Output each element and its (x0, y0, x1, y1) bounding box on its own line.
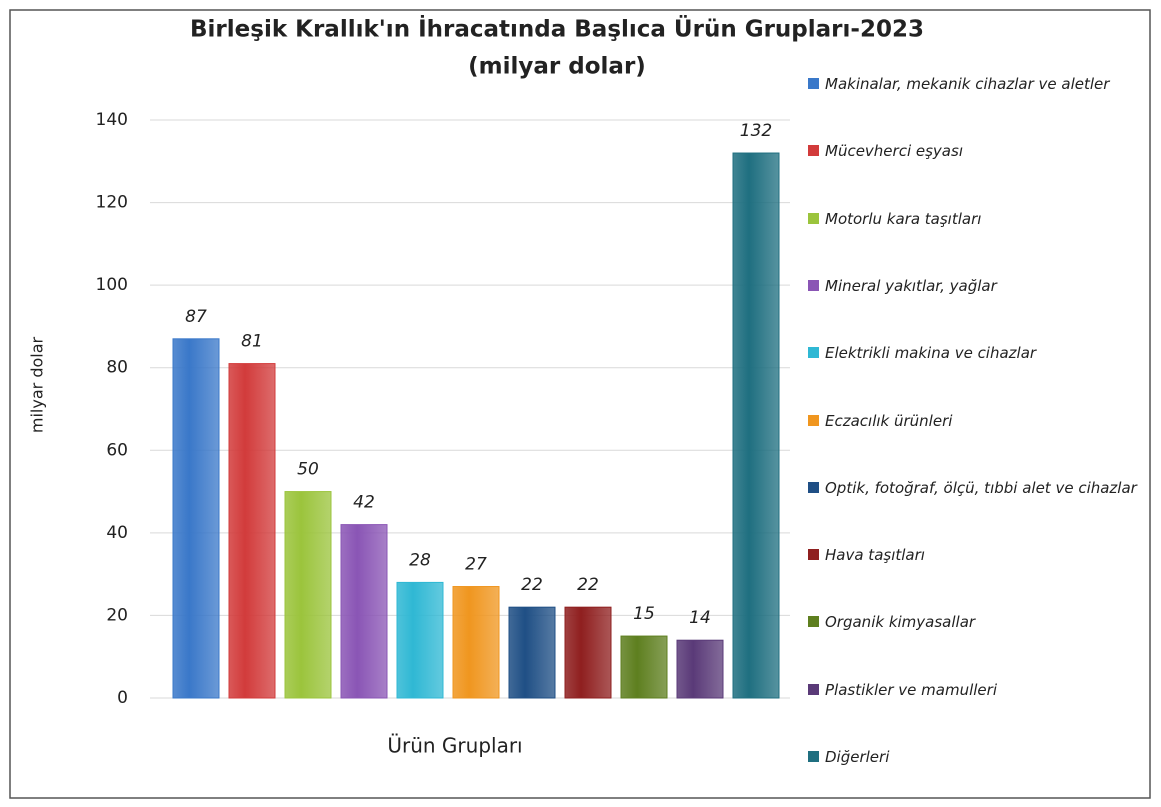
legend-label: Plastikler ve mamulleri (825, 680, 997, 699)
legend-item: Hava taşıtları (808, 545, 1148, 566)
chart-border (9, 9, 1151, 799)
bar (452, 586, 500, 699)
legend-item: Plastikler ve mamulleri (808, 680, 1148, 701)
legend-swatch (808, 414, 819, 426)
legend-label: Eczacılık ürünleri (825, 411, 953, 430)
bar (396, 581, 444, 699)
y-axis-label: milyar dolar (28, 336, 47, 433)
legend-item: Eczacılık ürünleri (808, 411, 1148, 432)
legend-swatch (808, 212, 819, 224)
y-tick-label: 40 (106, 523, 128, 543)
value-label: 27 (465, 555, 487, 575)
legend-swatch (808, 145, 819, 157)
legend-swatch (808, 549, 819, 561)
value-label: 22 (521, 575, 543, 595)
legend-label: Elektrikli makina ve cihazlar (825, 344, 1037, 363)
value-label: 15 (633, 604, 655, 624)
legend-swatch (808, 78, 819, 89)
value-label: 81 (241, 332, 263, 352)
chart-subtitle: (milyar dolar) (468, 54, 646, 80)
value-label: 28 (409, 550, 431, 570)
value-label: 87 (185, 307, 207, 327)
y-tick-label: 120 (96, 193, 128, 213)
legend-label: Makinalar, mekanik cihazlar ve aletler (825, 75, 1110, 93)
value-label: 22 (577, 575, 599, 595)
legend-swatch (808, 616, 819, 628)
bar (676, 639, 724, 699)
legend-label: Mineral yakıtlar, yağlar (825, 276, 997, 295)
bar (284, 491, 332, 699)
y-tick-label: 100 (96, 275, 128, 295)
y-tick-label: 0 (117, 688, 128, 708)
legend-item: Makinalar, mekanik cihazlar ve aletler (808, 74, 1148, 95)
legend-item: Elektrikli makina ve cihazlar (808, 343, 1148, 364)
legend-swatch (808, 279, 819, 291)
legend-label: Hava taşıtları (825, 546, 925, 565)
x-axis-label: Ürün Grupları (387, 734, 522, 758)
chart-title: Birleşik Krallık'ın İhracatında Başlıca … (190, 15, 924, 43)
y-tick-label: 80 (106, 358, 128, 378)
bar (732, 152, 780, 699)
bar (228, 363, 276, 699)
legend-item: Mücevherci eşyası (808, 141, 1148, 162)
legend-item: Organik kimyasallar (808, 612, 1148, 633)
value-label: 132 (740, 121, 772, 141)
value-label: 14 (689, 608, 711, 628)
legend-label: Mücevherci eşyası (825, 142, 963, 161)
legend-item: Motorlu kara taşıtları (808, 209, 1148, 230)
legend-swatch (808, 751, 819, 762)
legend-label: Organik kimyasallar (825, 613, 976, 632)
value-label: 42 (353, 493, 375, 513)
legend-item: Diğerleri (808, 747, 1148, 768)
bar (564, 606, 612, 699)
bar (340, 524, 388, 699)
bar (172, 338, 220, 699)
y-tick-label: 140 (96, 110, 128, 130)
legend-item: Mineral yakıtlar, yağlar (808, 276, 1148, 297)
legend-swatch (808, 481, 819, 493)
legend-swatch (808, 347, 819, 359)
value-label: 50 (297, 460, 319, 480)
legend-label: Optik, fotoğraf, ölçü, tıbbi alet ve cih… (825, 478, 1137, 497)
bar (620, 635, 668, 699)
legend-swatch (808, 683, 819, 695)
bar (508, 606, 556, 699)
legend-item: Optik, fotoğraf, ölçü, tıbbi alet ve cih… (808, 478, 1148, 499)
y-tick-label: 20 (106, 605, 128, 625)
y-tick-label: 60 (106, 440, 128, 460)
legend-label: Motorlu kara taşıtları (825, 209, 982, 228)
legend-label: Diğerleri (825, 748, 890, 766)
